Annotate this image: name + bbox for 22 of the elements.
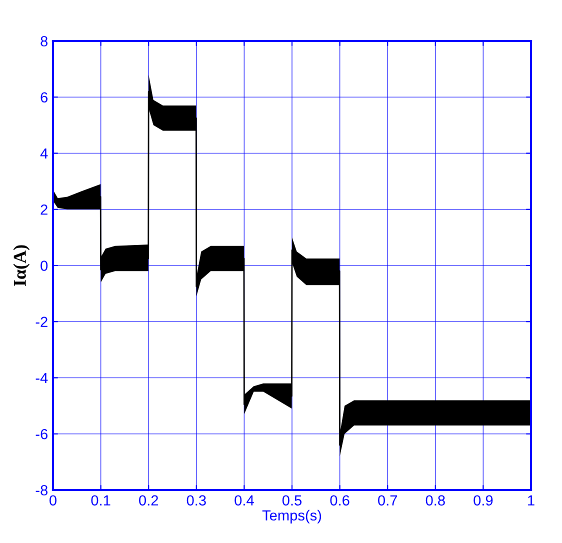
y-tick-label: 4	[40, 148, 48, 159]
y-tick-label: -2	[36, 316, 48, 327]
x-tick-label: 1	[528, 495, 534, 506]
y-tick-label: 0	[40, 260, 48, 271]
x-tick-label: 0.5	[282, 495, 302, 506]
y-tick-label: -8	[36, 485, 48, 496]
x-tick-label: 0.2	[139, 495, 158, 506]
x-tick-label: 0.1	[91, 495, 110, 506]
x-tick-label: 0.4	[234, 495, 254, 506]
y-tick-label: 2	[40, 204, 48, 215]
x-axis-title: Temps(s)	[262, 510, 322, 524]
y-tick-label: 8	[40, 36, 48, 46]
x-tick-label: 0.8	[426, 495, 445, 506]
y-tick-label: -4	[36, 373, 48, 384]
y-axis-title: Iα(A)	[13, 245, 30, 286]
x-tick-label: 0.9	[474, 495, 493, 506]
y-tick-label: -6	[36, 428, 48, 440]
y-tick-label: 6	[40, 92, 48, 103]
x-tick-label: 0.7	[378, 495, 398, 506]
x-tick-label: 0	[50, 495, 56, 506]
x-tick-label: 0.3	[186, 495, 206, 506]
x-tick-label: 0.6	[330, 495, 350, 506]
